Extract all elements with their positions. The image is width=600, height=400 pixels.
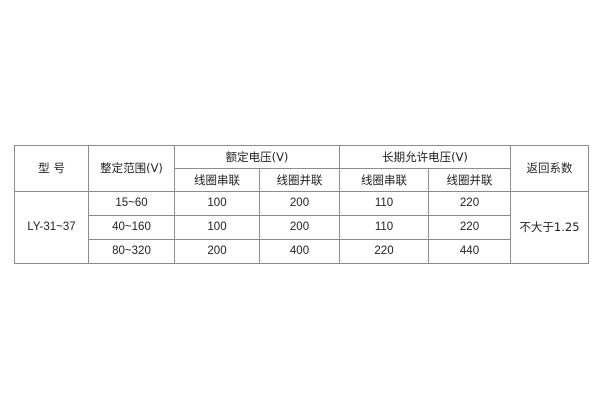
header-return-coefficient: 返回系数 bbox=[510, 145, 589, 192]
table-header: 型 号 整定范围(V) 额定电压(V) 长期允许电压(V) 返回系数 线圈串联 … bbox=[14, 145, 589, 192]
table-body: LY-31~37 15~60 100 200 110 220 不大于1.25 4… bbox=[14, 191, 589, 264]
cell-setting-range: 40~160 bbox=[88, 215, 175, 240]
header-rated-coil-parallel: 线圈并联 bbox=[259, 168, 340, 192]
cell-rated-parallel: 200 bbox=[259, 191, 340, 216]
cell-long-parallel: 440 bbox=[428, 239, 511, 264]
cell-rated-series: 100 bbox=[174, 215, 260, 240]
header-long-coil-parallel: 线圈并联 bbox=[428, 168, 511, 192]
cell-rated-series: 100 bbox=[174, 191, 260, 216]
cell-long-series: 110 bbox=[339, 191, 429, 216]
cell-long-series: 220 bbox=[339, 239, 429, 264]
cell-long-parallel: 220 bbox=[428, 215, 511, 240]
cell-long-series: 110 bbox=[339, 215, 429, 240]
header-row-primary: 型 号 整定范围(V) 额定电压(V) 长期允许电压(V) 返回系数 bbox=[14, 145, 589, 192]
cell-rated-parallel: 400 bbox=[259, 239, 340, 264]
relay-specification-table: 型 号 整定范围(V) 额定电压(V) 长期允许电压(V) 返回系数 线圈串联 … bbox=[14, 145, 589, 264]
table-row: 40~160 100 200 110 220 bbox=[15, 215, 589, 240]
cell-setting-range: 15~60 bbox=[88, 191, 175, 216]
cell-long-parallel: 220 bbox=[428, 191, 511, 216]
spec-table-container: 型 号 整定范围(V) 额定电压(V) 长期允许电压(V) 返回系数 线圈串联 … bbox=[14, 145, 589, 264]
header-setting-range: 整定范围(V) bbox=[88, 145, 175, 192]
cell-setting-range: 80~320 bbox=[88, 239, 175, 264]
header-model: 型 号 bbox=[14, 145, 89, 192]
header-long-term-allowable-voltage: 长期允许电压(V) bbox=[339, 145, 511, 169]
table-row: 80~320 200 400 220 440 bbox=[15, 239, 589, 264]
table-row: LY-31~37 15~60 100 200 110 220 不大于1.25 bbox=[14, 191, 589, 264]
cell-rated-series: 200 bbox=[174, 239, 260, 264]
header-rated-voltage: 额定电压(V) bbox=[174, 145, 340, 169]
cell-model-value: LY-31~37 bbox=[14, 191, 89, 264]
header-row-secondary: 线圈串联 线圈并联 线圈串联 线圈并联 bbox=[15, 168, 589, 192]
header-long-coil-series: 线圈串联 bbox=[339, 168, 429, 192]
cell-return-coefficient-value: 不大于1.25 bbox=[510, 191, 589, 264]
header-rated-coil-series: 线圈串联 bbox=[174, 168, 260, 192]
cell-rated-parallel: 200 bbox=[259, 215, 340, 240]
